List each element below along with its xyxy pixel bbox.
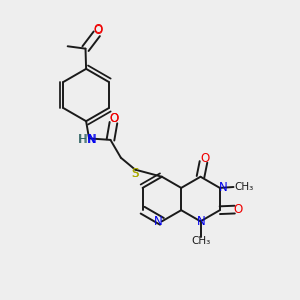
Text: N: N: [196, 215, 205, 228]
Text: O: O: [110, 112, 119, 125]
Text: O: O: [234, 203, 243, 216]
Text: O: O: [93, 24, 102, 37]
Text: N: N: [219, 181, 228, 194]
Text: H: H: [79, 133, 88, 146]
Text: S: S: [132, 167, 139, 180]
Text: N: N: [88, 133, 96, 146]
Text: CH₃: CH₃: [191, 236, 210, 246]
Text: N: N: [154, 214, 163, 227]
Text: O: O: [93, 23, 102, 36]
Text: O: O: [200, 152, 210, 165]
Text: H: H: [78, 133, 87, 146]
Text: S: S: [132, 167, 139, 180]
Text: N: N: [87, 133, 96, 146]
Text: O: O: [110, 112, 119, 125]
Text: CH₃: CH₃: [234, 182, 254, 192]
